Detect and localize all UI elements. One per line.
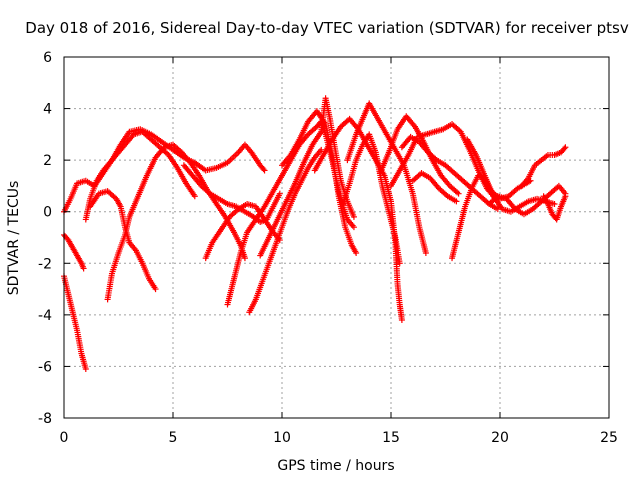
series-arc-24: [540, 193, 569, 223]
x-tick-label: 25: [600, 430, 618, 446]
data-point: [350, 213, 357, 220]
data-point: [562, 144, 569, 151]
data-point: [152, 286, 159, 293]
data-point: [353, 249, 360, 256]
data-point: [551, 200, 558, 207]
series-arc-22: [486, 182, 569, 218]
data-point: [422, 249, 429, 256]
series-arc-04: [82, 128, 198, 223]
series-arc-19: [409, 170, 460, 205]
data-point: [562, 193, 569, 200]
data-point: [82, 366, 89, 373]
data-point: [241, 255, 248, 262]
y-tick-label: -6: [38, 359, 52, 375]
y-tick-label: 2: [43, 153, 52, 169]
data-point: [350, 224, 357, 231]
data-point: [561, 145, 568, 152]
x-tick-label: 10: [273, 430, 291, 446]
y-tick-label: -2: [38, 256, 52, 272]
y-tick-label: -4: [38, 308, 52, 324]
series-arc-14: [340, 131, 403, 267]
chart-title: Day 018 of 2016, Sidereal Day-to-day VTE…: [25, 19, 629, 37]
data-point: [80, 265, 87, 272]
data-point: [318, 146, 325, 153]
y-tick-label: 4: [43, 102, 52, 118]
data-point: [261, 167, 268, 174]
x-axis-label: GPS time / hours: [277, 458, 394, 474]
data-point: [396, 260, 403, 267]
data-point: [398, 317, 405, 324]
data-point: [455, 190, 462, 197]
y-tick-label: 0: [43, 205, 52, 221]
x-tick-label: 20: [491, 430, 509, 446]
y-tick-label: 6: [43, 50, 52, 66]
series-arc-12: [279, 108, 360, 256]
series-arc-10: [246, 146, 325, 316]
plot-frame: [63, 56, 610, 419]
series-arc-23: [518, 144, 569, 189]
axis-ticks: 0 5 10 15 20 25 -8 -6 -4 -2 0 2 4 6: [38, 50, 618, 446]
y-axis-label: SDTVAR / TECUs: [6, 181, 22, 296]
series-arc-08: [202, 200, 283, 262]
data-point: [191, 193, 198, 200]
series-arc-01: [61, 231, 87, 272]
data-point: [453, 198, 460, 205]
data-point: [260, 166, 267, 173]
y-tick-label: -8: [38, 411, 52, 427]
data-points: [61, 95, 569, 373]
data-point: [276, 190, 283, 197]
x-tick-label: 0: [60, 430, 69, 446]
x-tick-label: 5: [169, 430, 178, 446]
x-tick-label: 15: [382, 430, 400, 446]
